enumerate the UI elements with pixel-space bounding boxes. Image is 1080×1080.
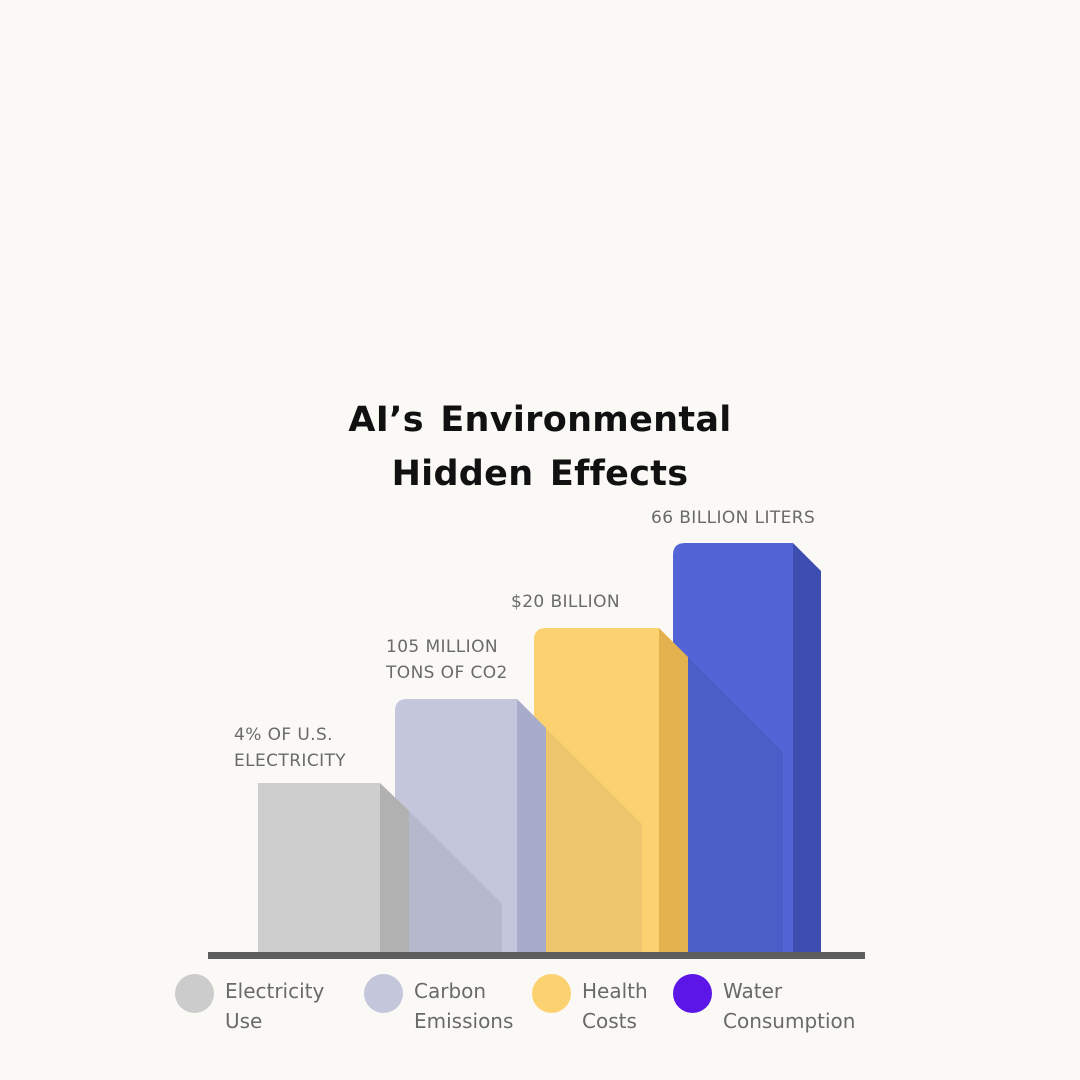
legend-swatch-circle-icon (532, 974, 571, 1013)
legend-label: Carbon Emissions (414, 976, 513, 1036)
bar-carbon-side (517, 699, 546, 955)
x-axis-baseline (208, 952, 865, 959)
bar-health-side (659, 628, 688, 955)
bar-electricity-front (258, 783, 380, 955)
value-label-carbon-line-2: TONS OF CO2 (386, 663, 508, 683)
legend-swatch-circle-icon (364, 974, 403, 1013)
legend-label: Health Costs (582, 976, 648, 1036)
value-label-water: 66 BILLION LITERS (651, 505, 815, 531)
legend-swatch-circle-icon (673, 974, 712, 1013)
value-label-health: $20 BILLION (511, 589, 620, 615)
bar-electricity-side (380, 783, 409, 955)
shadow-on-water-bar (688, 657, 783, 955)
value-label-electricity-line-1: 4% OF U.S. (234, 725, 333, 745)
legend-label-line-1: Water (723, 979, 783, 1003)
value-label-carbon: 105 MILLION TONS OF CO2 (386, 634, 508, 686)
legend-label-line-2: Use (225, 1009, 263, 1033)
legend-label: Electricity Use (225, 976, 324, 1036)
value-label-electricity: 4% OF U.S. ELECTRICITY (234, 722, 346, 774)
chart-title-line-1: AI’s Environmental (348, 400, 732, 440)
value-label-carbon-line-1: 105 MILLION (386, 637, 498, 657)
legend-swatch-circle-icon (175, 974, 214, 1013)
bar-electricity-use (258, 783, 409, 955)
value-label-health-line-1: $20 BILLION (511, 592, 620, 612)
legend-label-line-2: Consumption (723, 1009, 856, 1033)
legend-label-line-1: Health (582, 979, 648, 1003)
legend-label-line-2: Costs (582, 1009, 637, 1033)
legend-label: Water Consumption (723, 976, 855, 1036)
bar-water-side (793, 543, 821, 955)
chart-title: AI’s Environmental Hidden Effects (0, 393, 1080, 501)
value-label-electricity-line-2: ELECTRICITY (234, 751, 347, 771)
legend-label-line-1: Electricity (225, 979, 325, 1003)
chart-title-line-2: Hidden Effects (391, 454, 689, 494)
value-label-water-line-1: 66 BILLION LITERS (651, 508, 816, 528)
shadow-on-health-bar (546, 728, 642, 955)
shadow-on-carbon-bar (409, 811, 502, 955)
legend-label-line-1: Carbon (414, 979, 487, 1003)
legend-label-line-2: Emissions (414, 1009, 514, 1033)
